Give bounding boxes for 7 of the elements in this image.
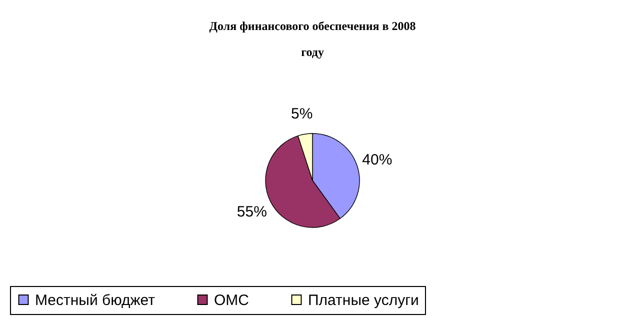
data-label: 40% xyxy=(362,151,392,168)
data-label: 55% xyxy=(236,203,267,220)
legend-label: Платные услуги xyxy=(308,292,419,309)
legend-label: Местный бюджет xyxy=(35,292,156,309)
data-label: 5% xyxy=(291,105,313,122)
legend-label: ОМС xyxy=(214,292,250,309)
chart-title: Доля финансового обеспечения в 2008 году xyxy=(209,19,416,59)
